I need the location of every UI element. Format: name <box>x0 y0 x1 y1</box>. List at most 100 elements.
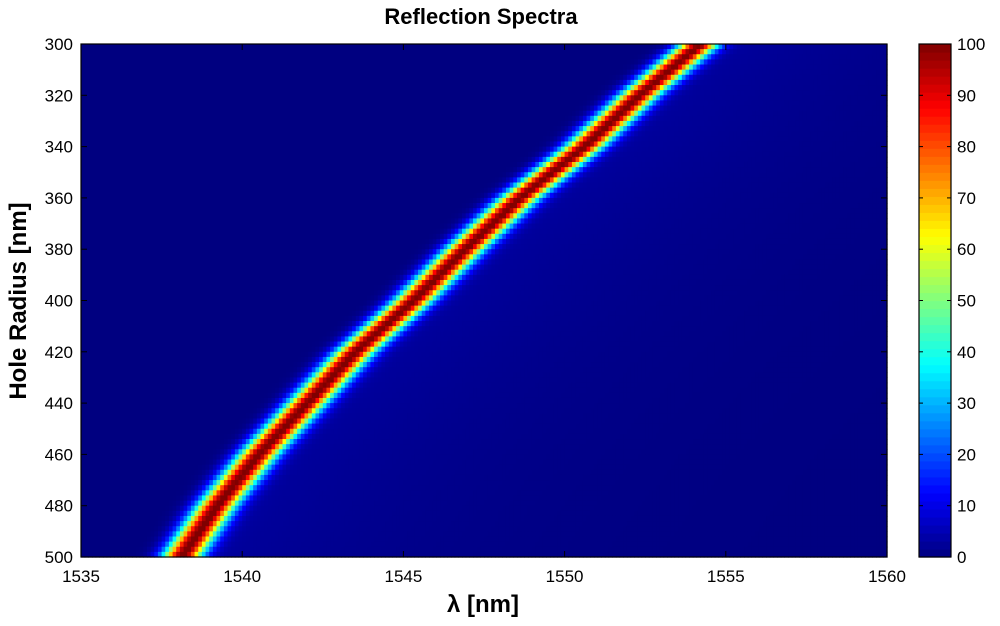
heatmap-cell <box>821 126 825 132</box>
heatmap-cell <box>308 49 312 55</box>
heatmap-cell <box>726 70 730 76</box>
heatmap-cell <box>722 65 726 71</box>
heatmap-cell <box>129 136 133 142</box>
heatmap-cell <box>118 121 122 127</box>
heatmap-cell <box>418 70 422 76</box>
heatmap-cell <box>777 65 781 71</box>
heatmap-cell <box>876 106 880 112</box>
heatmap-cell <box>191 90 195 96</box>
heatmap-cell <box>590 141 594 147</box>
heatmap-cell <box>689 106 693 112</box>
heatmap-cell <box>598 136 602 142</box>
heatmap-cell <box>565 100 569 106</box>
heatmap-cell <box>88 126 92 132</box>
heatmap-cell <box>854 121 858 127</box>
heatmap-cell <box>781 44 785 50</box>
heatmap-cell <box>861 116 865 122</box>
heatmap-cell <box>458 44 462 50</box>
heatmap-cell <box>147 90 151 96</box>
heatmap-cell <box>649 75 653 81</box>
heatmap-cell <box>447 54 451 60</box>
heatmap-cell <box>143 147 147 153</box>
heatmap-cell <box>136 111 140 117</box>
heatmap-cell <box>554 152 558 158</box>
heatmap-cell <box>718 106 722 112</box>
heatmap-cell <box>642 121 646 127</box>
heatmap-cell <box>114 141 118 147</box>
heatmap-cell <box>803 152 807 158</box>
heatmap-cell <box>290 121 294 127</box>
heatmap-cell <box>869 90 873 96</box>
heatmap-cell <box>279 121 283 127</box>
heatmap-cell <box>118 54 122 60</box>
heatmap-cell <box>136 131 140 137</box>
heatmap-cell <box>535 126 539 132</box>
heatmap-cell <box>297 111 301 117</box>
heatmap-cell <box>176 80 180 86</box>
heatmap-cell <box>722 152 726 158</box>
heatmap-cell <box>169 85 173 91</box>
heatmap-cell <box>257 85 261 91</box>
heatmap-cell <box>814 141 818 147</box>
heatmap-cell <box>550 111 554 117</box>
heatmap-cell <box>337 116 341 122</box>
heatmap-cell <box>473 121 477 127</box>
heatmap-cell <box>590 147 594 153</box>
heatmap-cell <box>858 141 862 147</box>
heatmap-cell <box>755 90 759 96</box>
heatmap-cell <box>554 136 558 142</box>
heatmap-cell <box>121 152 125 158</box>
heatmap-cell <box>667 80 671 86</box>
heatmap-cell <box>272 136 276 142</box>
heatmap-cell <box>766 131 770 137</box>
heatmap-cell <box>876 75 880 81</box>
heatmap-cell <box>400 152 404 158</box>
heatmap-cell <box>751 100 755 106</box>
heatmap-cell <box>224 131 228 137</box>
heatmap-cell <box>737 95 741 101</box>
heatmap-cell <box>766 116 770 122</box>
heatmap-cell <box>385 75 389 81</box>
heatmap-cell <box>792 95 796 101</box>
heatmap-cell <box>345 131 349 137</box>
heatmap-cell <box>187 95 191 101</box>
heatmap-cell <box>839 116 843 122</box>
heatmap-cell <box>561 59 565 65</box>
heatmap-cell <box>858 49 862 55</box>
heatmap-cell <box>704 85 708 91</box>
heatmap-cell <box>99 59 103 65</box>
heatmap-cell <box>499 100 503 106</box>
heatmap-cell <box>418 65 422 71</box>
heatmap-cell <box>198 85 202 91</box>
heatmap-cell <box>579 59 583 65</box>
heatmap-cell <box>817 75 821 81</box>
heatmap-cell <box>308 65 312 71</box>
heatmap-cell <box>107 152 111 158</box>
heatmap-cell <box>814 95 818 101</box>
heatmap-cell <box>686 141 690 147</box>
heatmap-cell <box>466 49 470 55</box>
heatmap-cell <box>770 75 774 81</box>
heatmap-cell <box>290 59 294 65</box>
heatmap-cell <box>572 121 576 127</box>
heatmap-cell <box>682 70 686 76</box>
heatmap-cell <box>400 157 404 163</box>
heatmap-cell <box>151 152 155 158</box>
heatmap-cell <box>814 90 818 96</box>
heatmap-cell <box>414 116 418 122</box>
heatmap-cell <box>151 106 155 112</box>
heatmap-cell <box>290 100 294 106</box>
heatmap-cell <box>880 85 884 91</box>
heatmap-cell <box>707 75 711 81</box>
heatmap-cell <box>737 141 741 147</box>
heatmap-cell <box>272 121 276 127</box>
heatmap-cell <box>92 70 96 76</box>
heatmap-cell <box>268 54 272 60</box>
heatmap-cell <box>202 131 206 137</box>
heatmap-cell <box>341 59 345 65</box>
heatmap-cell <box>634 116 638 122</box>
heatmap-cell <box>612 70 616 76</box>
heatmap-cell <box>176 85 180 91</box>
heatmap-cell <box>330 85 334 91</box>
heatmap-cell <box>143 65 147 71</box>
